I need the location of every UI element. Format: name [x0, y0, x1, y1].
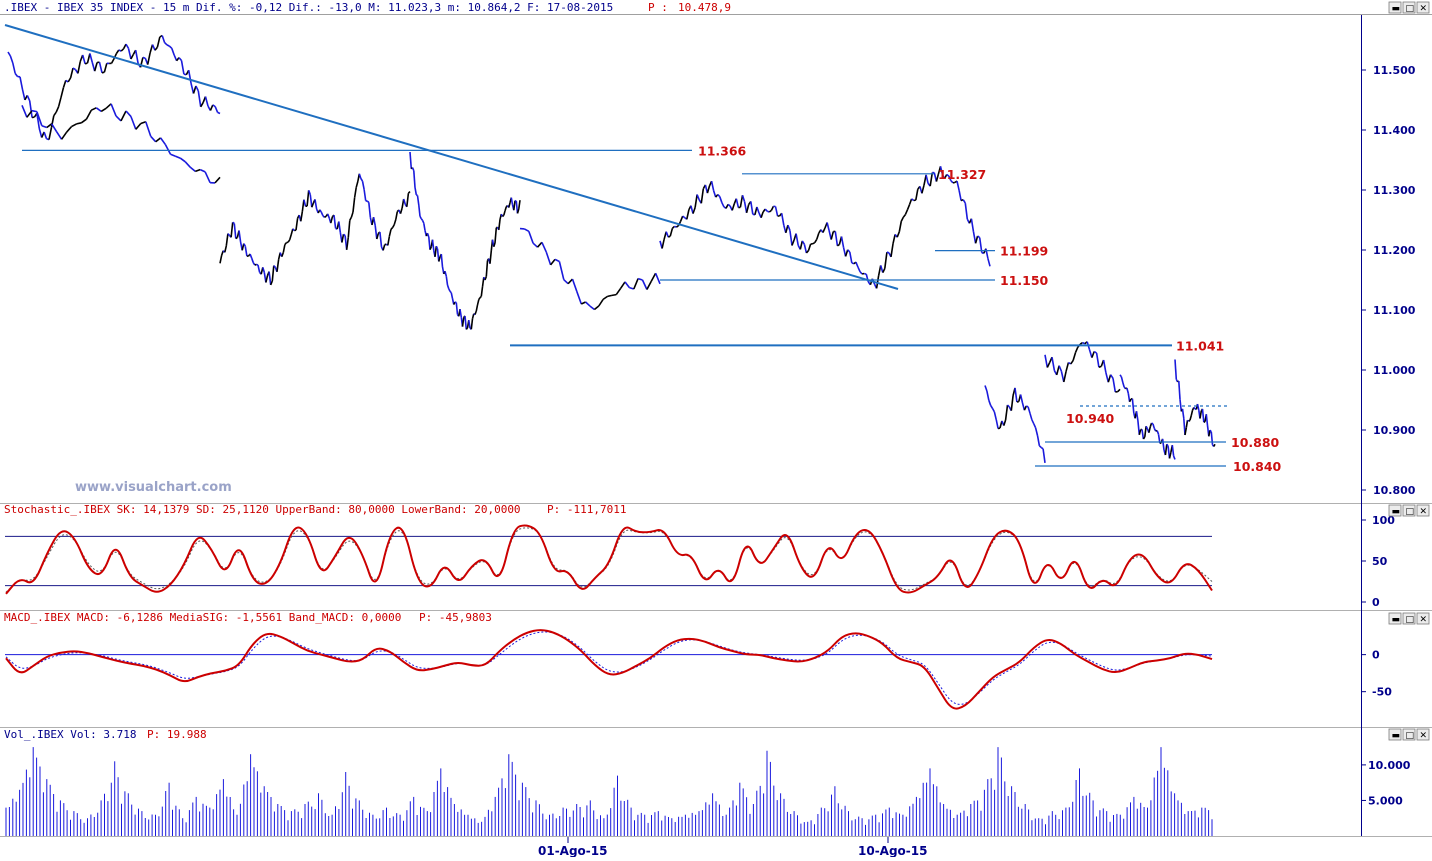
level-label: 11.041 — [1176, 338, 1224, 353]
price-tick — [218, 112, 220, 113]
minimize-icon: ▬ — [1392, 4, 1401, 14]
close-icon: ✕ — [1420, 731, 1428, 741]
price-tick — [1189, 420, 1190, 421]
price-tick — [503, 215, 504, 216]
minimize-icon: ▬ — [1392, 507, 1401, 517]
price-tick — [1041, 448, 1043, 449]
close-icon: ✕ — [1420, 615, 1428, 625]
y-axis-tick-label: 11.000 — [1373, 364, 1416, 377]
macd-header-p: P: -45,9803 — [419, 611, 492, 624]
price-tick — [862, 274, 864, 275]
price-tick — [887, 252, 889, 253]
minimize-icon: ▬ — [1392, 731, 1401, 741]
level-label: 11.199 — [1000, 244, 1048, 259]
price-tick — [479, 298, 480, 300]
price-tick — [998, 428, 1000, 429]
price-tick — [668, 236, 670, 237]
macd-axis-label: -50 — [1372, 686, 1392, 699]
price-tick — [143, 57, 145, 58]
price-tick — [608, 295, 612, 296]
volume-axis-label: 5.000 — [1368, 794, 1403, 807]
price-tick — [77, 123, 82, 124]
price-tick — [480, 296, 481, 297]
price-tick — [233, 222, 235, 223]
y-axis-tick-label: 11.200 — [1373, 244, 1416, 257]
volume-header: Vol_.IBEX Vol: 3.718 — [4, 728, 136, 741]
price-tick — [323, 216, 325, 218]
close-icon: ✕ — [1420, 507, 1428, 517]
stochastic-header: Stochastic_.IBEX SK: 14,1379 SD: 25,1120… — [4, 503, 521, 516]
price-tick — [864, 274, 866, 275]
price-tick — [256, 264, 258, 265]
y-axis-tick-label: 11.400 — [1373, 124, 1416, 137]
y-axis-tick-label: 11.100 — [1373, 304, 1416, 317]
stochastic-header-p: P: -111,7011 — [547, 503, 626, 516]
level-label: 11.150 — [1000, 273, 1049, 288]
y-axis-tick-label: 11.500 — [1373, 64, 1416, 77]
price-tick — [1210, 430, 1211, 432]
watermark: www.visualchart.com — [75, 480, 232, 495]
price-header: .IBEX - IBEX 35 INDEX - 15 m Dif. %: -0,… — [4, 1, 613, 14]
price-tick — [1124, 387, 1125, 389]
price-tick — [236, 238, 238, 239]
price-tick — [450, 291, 451, 293]
price-tick — [416, 195, 417, 196]
y-axis-tick-label: 10.800 — [1373, 484, 1416, 497]
y-axis-tick-label: 11.300 — [1373, 184, 1416, 197]
price-tick — [408, 192, 410, 194]
price-tick — [32, 117, 34, 118]
macd-axis-label: 0 — [1372, 649, 1380, 662]
price-tick — [344, 234, 346, 235]
level-label: 11.366 — [698, 143, 747, 158]
price-tick — [455, 302, 456, 303]
price-tick — [1214, 444, 1215, 446]
maximize-icon: □ — [1406, 4, 1415, 14]
level-label: 10.840 — [1233, 459, 1282, 474]
maximize-icon: □ — [1406, 615, 1415, 625]
price-tick — [294, 230, 296, 231]
price-tick — [102, 72, 104, 73]
price-tick — [612, 295, 616, 296]
price-tick — [1194, 407, 1195, 409]
minimize-icon: ▬ — [1392, 615, 1401, 625]
level-label: 11.327 — [938, 167, 986, 182]
level-label: 10.940 — [1066, 411, 1115, 426]
price-tick — [466, 328, 467, 329]
price-tick — [813, 243, 815, 244]
price-tick — [167, 45, 169, 46]
price-tick — [32, 111, 37, 112]
stochastic-axis-label: 50 — [1372, 555, 1388, 568]
price-tick — [837, 245, 839, 246]
price-tick — [1099, 366, 1101, 367]
price-tick — [1026, 406, 1028, 407]
price-tick — [421, 219, 422, 221]
macd-header: MACD_.IBEX MACD: -6,1286 MediaSIG: -1,55… — [4, 611, 401, 624]
price-tick — [1204, 422, 1205, 423]
volume-header-p: P: 19.988 — [147, 728, 207, 741]
price-tick — [366, 201, 368, 202]
price-tick — [449, 289, 450, 291]
maximize-icon: □ — [1406, 731, 1415, 741]
price-tick — [1152, 423, 1153, 424]
price-tick — [367, 201, 369, 202]
x-axis-label: 10-Ago-15 — [858, 844, 927, 857]
price-tick — [1160, 443, 1161, 444]
price-tick — [436, 246, 437, 249]
price-tick — [325, 216, 327, 217]
close-icon: ✕ — [1420, 4, 1428, 14]
price-tick — [85, 63, 87, 64]
stochastic-axis-label: 0 — [1372, 596, 1380, 609]
maximize-icon: □ — [1406, 507, 1415, 517]
volume-axis-label: 10.000 — [1368, 759, 1411, 772]
price-tick — [1167, 444, 1168, 446]
price-header-p-label: P : — [648, 1, 668, 14]
level-label: 10.880 — [1231, 435, 1280, 450]
price-header-p-value: 10.478,9 — [678, 1, 731, 14]
x-axis-label: 01-Ago-15 — [538, 844, 607, 857]
y-axis-tick-label: 10.900 — [1373, 424, 1416, 437]
